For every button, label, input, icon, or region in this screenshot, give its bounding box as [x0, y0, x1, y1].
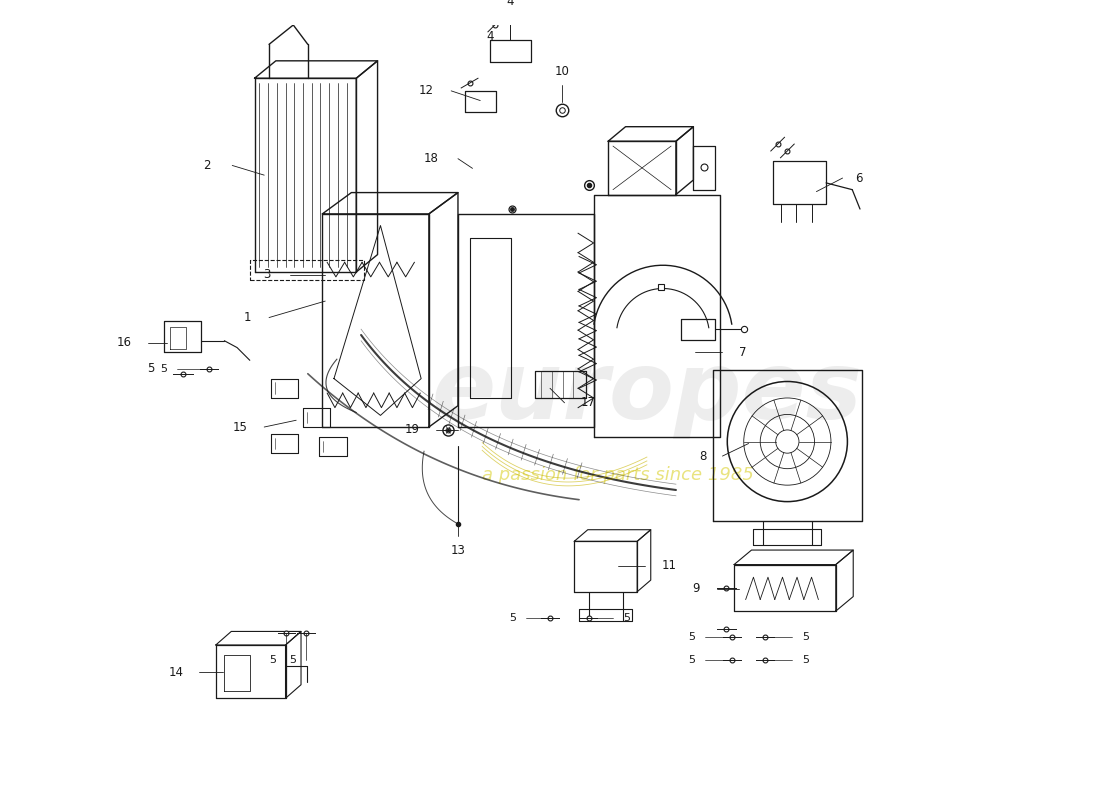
Text: 5: 5 [802, 654, 810, 665]
Text: 1: 1 [244, 311, 252, 324]
Text: 18: 18 [424, 152, 439, 165]
Text: 5: 5 [160, 364, 167, 374]
Text: 6: 6 [855, 171, 862, 185]
Text: 14: 14 [168, 666, 184, 678]
Text: 4: 4 [486, 30, 494, 43]
Text: 19: 19 [404, 423, 419, 437]
Text: 11: 11 [661, 559, 676, 572]
Text: 7: 7 [739, 346, 747, 359]
Text: 5: 5 [623, 613, 630, 623]
Text: 13: 13 [451, 543, 465, 557]
Text: 17: 17 [581, 396, 596, 410]
Text: 15: 15 [233, 421, 248, 434]
Text: 2: 2 [204, 159, 211, 172]
Text: 16: 16 [117, 336, 132, 350]
Text: 8: 8 [700, 450, 707, 462]
Text: 5: 5 [688, 632, 695, 642]
Text: a passion for parts since 1985: a passion for parts since 1985 [482, 466, 754, 485]
Text: europes: europes [431, 347, 862, 439]
Text: 4: 4 [506, 0, 514, 8]
Text: 5: 5 [147, 362, 155, 375]
Text: 10: 10 [554, 65, 569, 78]
Text: 5: 5 [802, 632, 810, 642]
Text: 9: 9 [693, 582, 701, 595]
Text: 3: 3 [264, 269, 271, 282]
Text: 5: 5 [508, 613, 516, 623]
Text: 5: 5 [688, 654, 695, 665]
Text: 12: 12 [419, 84, 433, 98]
Text: 5: 5 [270, 654, 276, 665]
Text: 5: 5 [289, 654, 296, 665]
